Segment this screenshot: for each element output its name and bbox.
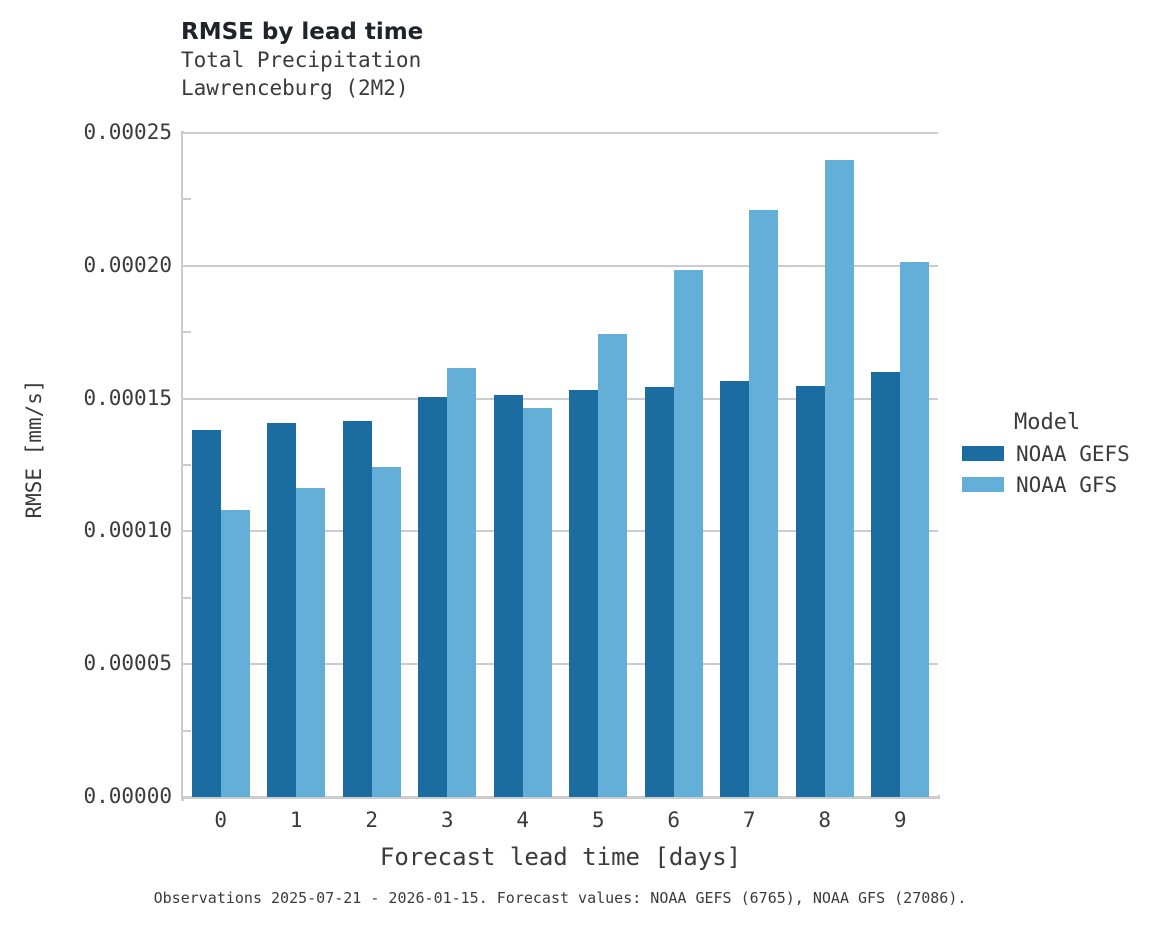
- gridline: [183, 663, 938, 666]
- bar[interactable]: [342, 421, 372, 797]
- bar[interactable]: [871, 371, 901, 797]
- y-axis-tick-label: 0.00015: [83, 385, 172, 410]
- legend-swatch-icon: [962, 477, 1004, 492]
- plot-area: [183, 132, 938, 798]
- legend-title: Model: [1014, 410, 1081, 435]
- legend-item[interactable]: NOAA GEFS: [962, 438, 1175, 469]
- x-axis-tick-label: 6: [667, 808, 681, 832]
- bar[interactable]: [824, 160, 854, 797]
- bar[interactable]: [296, 487, 326, 797]
- bar[interactable]: [267, 422, 297, 797]
- legend-item-label: NOAA GFS: [1016, 472, 1118, 497]
- bar[interactable]: [795, 386, 825, 797]
- y-axis-minor-tick: [183, 331, 191, 334]
- x-axis-tick-label: 7: [742, 808, 756, 832]
- legend-item[interactable]: NOAA GFS: [962, 469, 1175, 500]
- y-axis-minor-tick: [183, 729, 191, 732]
- x-axis-tick-label: 3: [440, 808, 454, 832]
- bar[interactable]: [644, 387, 674, 797]
- chart-subtitle-variable: Total Precipitation: [181, 48, 422, 72]
- bar[interactable]: [220, 510, 250, 797]
- legend: Model NOAA GEFS NOAA GFS: [962, 408, 1175, 500]
- bar[interactable]: [493, 395, 523, 797]
- y-axis-minor-tick: [183, 596, 191, 599]
- y-axis-title: RMSE [mm/s]: [22, 379, 46, 519]
- chart-caption: Observations 2025-07-21 - 2026-01-15. Fo…: [153, 889, 967, 907]
- bar[interactable]: [569, 390, 599, 797]
- y-axis-minor-tick: [183, 464, 191, 466]
- legend-items: NOAA GEFS NOAA GFS: [962, 438, 1175, 500]
- y-axis-tick-label: 0.00020: [83, 252, 172, 277]
- gridline: [183, 796, 938, 798]
- x-axis-tick-label: 4: [516, 808, 530, 832]
- legend-swatch-icon: [962, 446, 1004, 461]
- x-axis-tick-label: 9: [893, 808, 907, 832]
- y-axis-tick-label: 0.00000: [83, 784, 172, 808]
- bar[interactable]: [900, 261, 930, 797]
- legend-item-label: NOAA GEFS: [1016, 441, 1130, 466]
- bar[interactable]: [598, 333, 628, 797]
- x-axis-tick-label: 8: [818, 808, 832, 832]
- bar[interactable]: [749, 210, 779, 797]
- x-axis-tick-label: 1: [289, 808, 303, 832]
- y-axis-minor-tick: [183, 198, 191, 201]
- gridline: [183, 530, 938, 533]
- gridline: [183, 132, 938, 134]
- y-axis-spine: [181, 131, 184, 801]
- x-axis-title: Forecast lead time [days]: [379, 843, 742, 871]
- chart-subtitle-location: Lawrenceburg (2M2): [181, 76, 409, 100]
- gridline: [183, 397, 938, 400]
- bar[interactable]: [418, 397, 448, 797]
- bar[interactable]: [673, 269, 703, 797]
- bar[interactable]: [191, 430, 221, 797]
- bar[interactable]: [720, 381, 750, 797]
- x-axis-tick-label: 2: [365, 808, 379, 832]
- y-axis-tick-label: 0.00025: [83, 120, 172, 144]
- gridline: [183, 264, 938, 267]
- y-axis-tick-label: 0.00005: [83, 651, 172, 676]
- x-axis-tick-label: 5: [591, 808, 605, 832]
- bar[interactable]: [522, 408, 552, 797]
- y-axis-tick-label: 0.00010: [83, 518, 172, 543]
- bar[interactable]: [371, 466, 401, 797]
- bar[interactable]: [447, 367, 477, 797]
- y-axis-tick-labels: 0.00025 0.00020 0.00015 0.00010 0.00005 0.000…: [0, 0, 172, 926]
- page-title: RMSE by lead time: [181, 19, 424, 45]
- x-axis-tick-label: 0: [214, 808, 228, 832]
- title-block: RMSE by lead time Total Precipitation La…: [181, 18, 881, 102]
